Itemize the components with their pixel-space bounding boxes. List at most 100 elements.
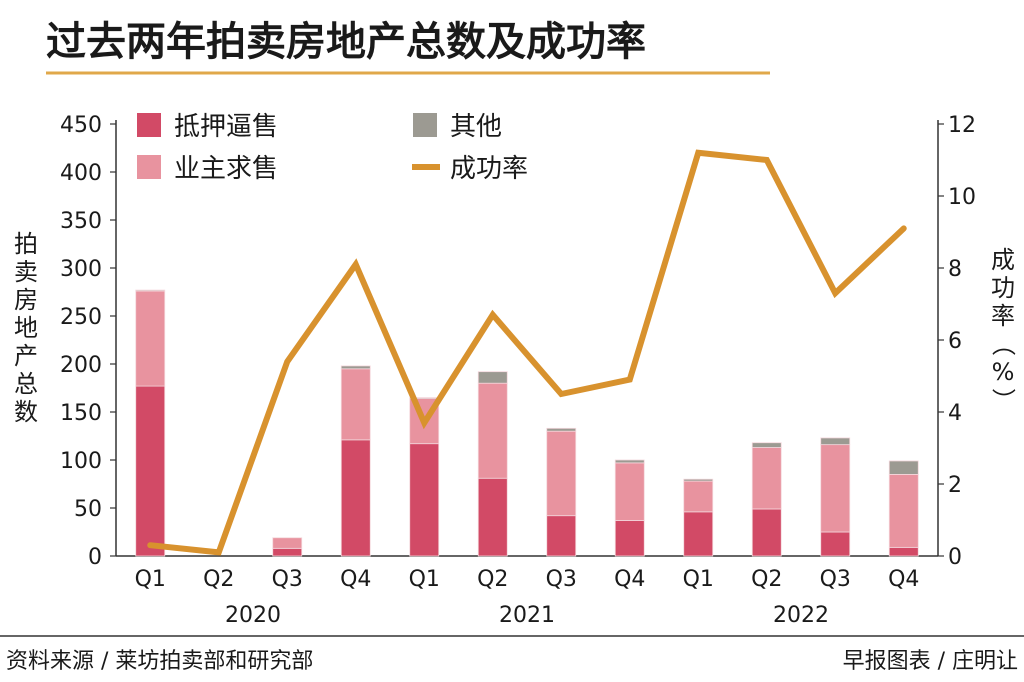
success-rate-point	[628, 378, 631, 381]
bar-mortgagee-sale	[546, 515, 577, 557]
bar-mortgagee-sale	[683, 511, 714, 557]
left-tick-label: 250	[60, 305, 102, 330]
bar-owner-sale	[683, 480, 714, 513]
bar-owner-sale	[272, 537, 303, 549]
x-tick-label: Q4	[614, 567, 645, 592]
year-label: 2022	[773, 603, 829, 628]
left-tick-label: 400	[60, 161, 102, 186]
right-axis-title-char: （	[989, 332, 1017, 356]
right-axis-title-char: %	[992, 358, 1015, 386]
right-axis-title-char: 率	[991, 302, 1015, 330]
bar-owner-sale	[135, 290, 166, 387]
legend-label-success-rate: 成功率	[450, 154, 528, 184]
success-rate-line	[147, 149, 907, 556]
left-axis-title-char: 产	[14, 342, 38, 370]
bar-mortgagee-sale	[340, 439, 371, 557]
x-tick-label: Q1	[135, 567, 166, 592]
success-rate-point	[286, 360, 289, 363]
legend-swatch-other	[413, 113, 437, 137]
right-axis-title-char: 功	[991, 274, 1015, 302]
right-axis-ticks: 0 2 4 6 8 10 12	[938, 113, 976, 570]
bar-other	[751, 442, 782, 448]
footer-credit: 早报图表 / 庄明让	[843, 649, 1018, 674]
right-tick-label: 6	[948, 329, 962, 354]
success-rate-point	[902, 227, 905, 230]
x-tick-label: Q1	[409, 567, 440, 592]
left-tick-label: 200	[60, 353, 102, 378]
year-labels: 2020 2021 2022	[225, 603, 829, 628]
legend-label-other: 其他	[450, 112, 502, 142]
bar-mortgagee-sale	[477, 477, 508, 557]
left-axis-title-char: 卖	[14, 258, 38, 286]
bar-other	[683, 478, 714, 482]
success-rate-point	[491, 313, 494, 316]
success-rate-line-layer	[147, 149, 907, 556]
legend-swatch-owner	[137, 155, 161, 179]
success-rate-point	[217, 551, 220, 554]
right-tick-label: 12	[948, 113, 976, 138]
year-label: 2020	[225, 603, 281, 628]
bar-mortgagee-sale	[751, 508, 782, 557]
bar-owner-sale	[340, 368, 371, 441]
bar-other	[477, 371, 508, 384]
left-tick-label: 100	[60, 449, 102, 474]
chart-title: 过去两年拍卖房地产总数及成功率	[46, 19, 646, 65]
legend: 抵押逼售 业主求售 其他 成功率	[137, 112, 528, 184]
footer-source: 资料来源 / 莱坊拍卖部和研究部	[6, 649, 313, 674]
bar-mortgagee-sale	[888, 546, 919, 557]
x-tick-label: Q2	[477, 567, 508, 592]
bar-owner-sale	[614, 462, 645, 521]
left-axis-ticks: 0 50 100 150 200 250 300 350 400 450	[60, 113, 116, 570]
x-tick-label: Q1	[683, 567, 714, 592]
right-axis-title-char: ）	[989, 388, 1017, 412]
success-rate-point	[834, 292, 837, 295]
x-tick-label: Q4	[340, 567, 371, 592]
right-tick-label: 10	[948, 185, 976, 210]
left-axis-title-char: 数	[14, 398, 38, 426]
left-tick-label: 450	[60, 113, 102, 138]
bar-owner-sale	[751, 447, 782, 510]
x-axis-labels: Q1 Q2 Q3 Q4 Q1 Q2 Q3 Q4 Q1 Q2 Q3 Q4	[135, 567, 920, 592]
x-tick-label: Q3	[546, 567, 577, 592]
bar-mortgagee-sale	[820, 531, 851, 557]
success-rate-point	[354, 263, 357, 266]
left-axis-title-char: 地	[14, 314, 38, 342]
success-rate-point	[697, 151, 700, 154]
x-tick-label: Q3	[820, 567, 851, 592]
bar-other	[888, 460, 919, 475]
bar-owner-sale	[888, 473, 919, 548]
bar-other	[614, 459, 645, 464]
bars	[135, 289, 919, 557]
x-tick-label: Q4	[888, 567, 919, 592]
x-tick-label: Q2	[203, 567, 234, 592]
right-axis-title-char: 成	[991, 246, 1015, 274]
left-axis-title-char: 总	[14, 370, 38, 398]
bar-owner-sale	[820, 444, 851, 533]
legend-swatch-mortgagee	[137, 113, 161, 137]
year-label: 2021	[499, 603, 555, 628]
bar-owner-sale	[477, 382, 508, 479]
right-tick-label: 2	[948, 473, 962, 498]
x-tick-label: Q2	[751, 567, 782, 592]
axes	[115, 120, 939, 557]
bar-mortgagee-sale	[614, 520, 645, 557]
bar-mortgagee-sale	[409, 443, 440, 557]
left-tick-label: 300	[60, 257, 102, 282]
bar-other	[820, 437, 851, 446]
right-axis-title: 成功率（%）	[989, 246, 1017, 412]
left-tick-label: 50	[74, 497, 102, 522]
legend-label-owner: 业主求售	[174, 154, 278, 184]
left-axis-title: 拍卖房地产总数	[14, 230, 38, 426]
success-rate-point	[560, 393, 563, 395]
bar-mortgagee-sale	[135, 385, 166, 557]
x-tick-label: Q3	[272, 567, 303, 592]
bar-owner-sale	[546, 430, 577, 517]
right-tick-label: 4	[948, 401, 962, 426]
bar-other	[546, 427, 577, 432]
success-rate-point	[149, 544, 152, 547]
bar-mortgagee-sale	[272, 547, 303, 557]
legend-label-mortgagee: 抵押逼售	[174, 112, 278, 142]
left-tick-label: 150	[60, 401, 102, 426]
success-rate-point	[765, 159, 768, 161]
